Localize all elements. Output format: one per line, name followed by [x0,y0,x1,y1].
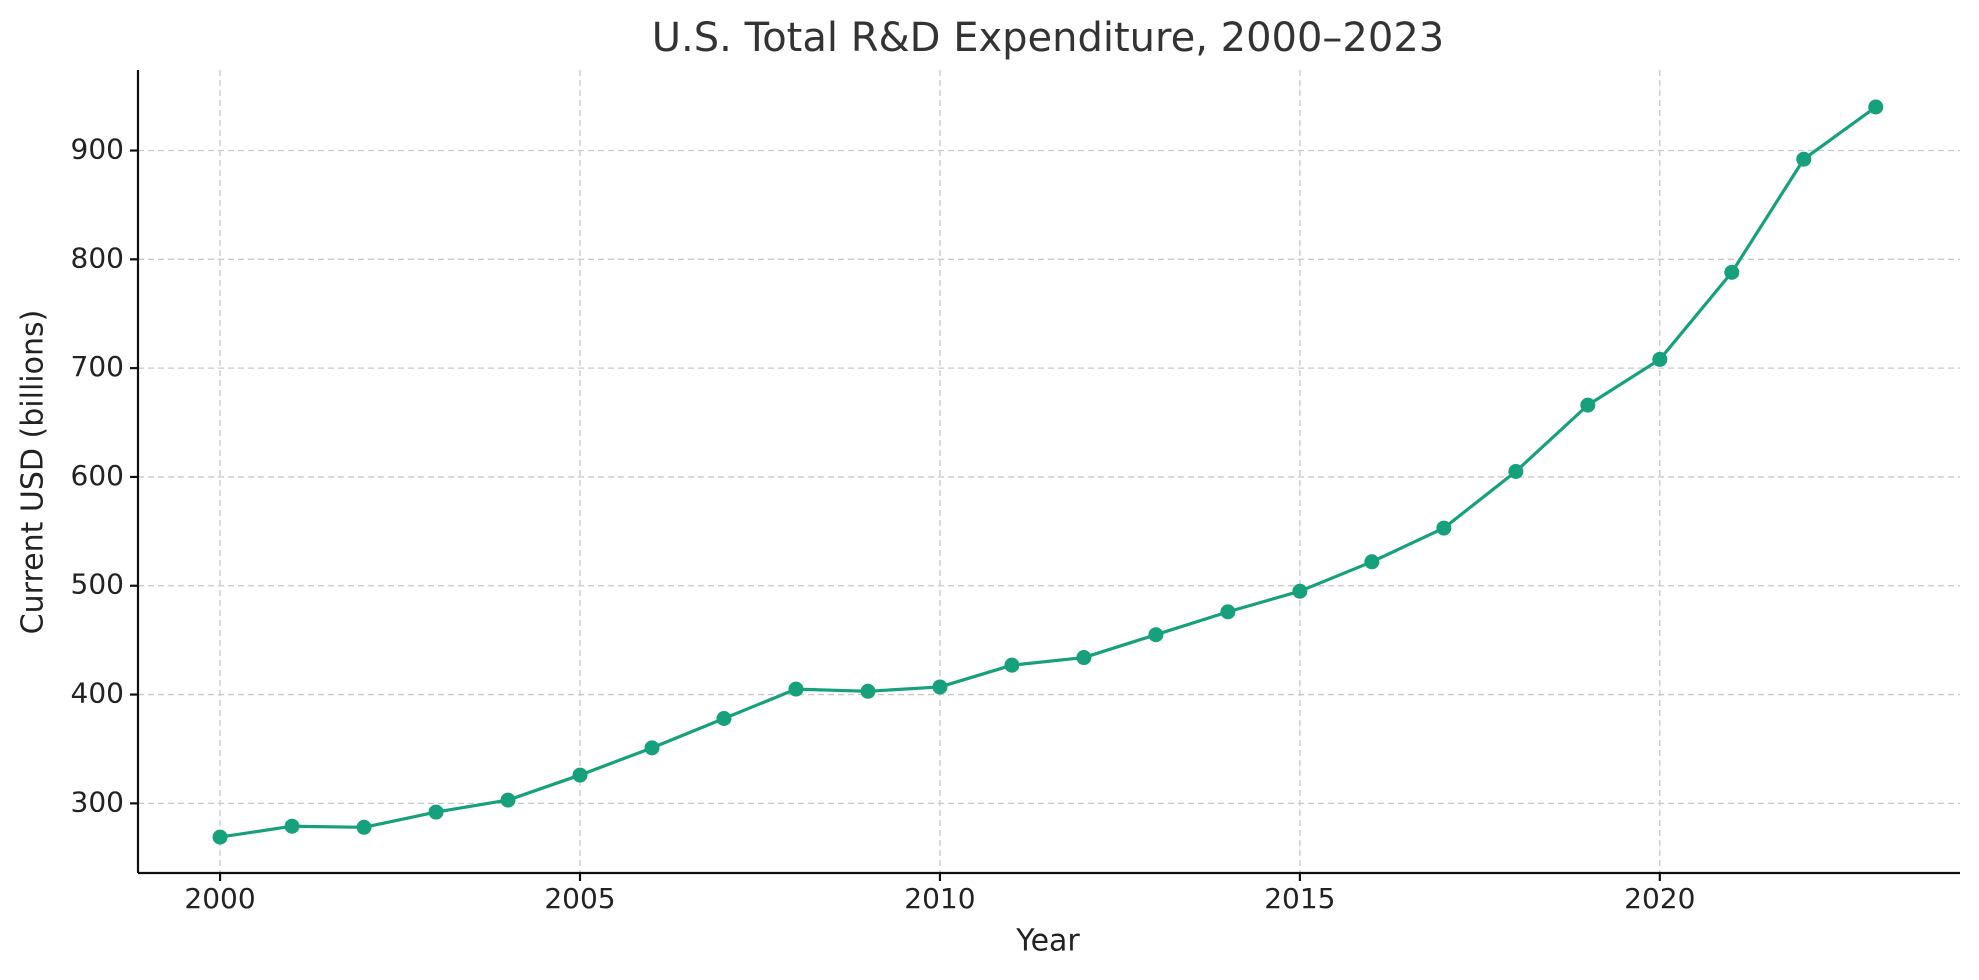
point [356,819,372,835]
y-tick-label: 600 [71,459,124,492]
x-axis-label: Year [1015,924,1080,959]
x-tick-label: 2000 [184,882,255,915]
y-axis-label: Current USD (billions) [16,310,51,635]
point [1652,351,1668,367]
chart-title: U.S. Total R&D Expenditure, 2000–2023 [652,15,1444,61]
x-tick-label: 2015 [1264,882,1335,915]
point [1004,657,1020,673]
point [788,681,804,697]
point [860,683,876,699]
line [219,105,1877,839]
point [500,792,516,808]
x-tick-label: 2020 [1624,882,1695,915]
point [1148,627,1164,643]
point [1076,650,1092,666]
point [644,740,660,756]
y-tick-label: 400 [71,677,124,710]
point [1508,464,1524,479]
point [1796,151,1812,167]
x-tick-label: 2005 [544,882,615,915]
y-tick-label: 700 [71,350,124,383]
point [572,767,588,783]
point [212,829,228,845]
y-tick-label: 900 [71,133,124,166]
point [932,679,948,695]
point [1220,604,1236,620]
point [1292,583,1308,599]
point [1580,397,1596,413]
point [1436,520,1452,536]
point [716,710,732,726]
x-tick-label: 2010 [904,882,975,915]
y-tick-label: 500 [71,568,124,601]
y-tick-label: 300 [71,785,124,818]
point [1724,264,1740,280]
point [428,804,444,820]
y-tick-label: 800 [71,241,124,274]
point [1364,554,1380,570]
point [1868,99,1884,115]
point [284,818,300,834]
